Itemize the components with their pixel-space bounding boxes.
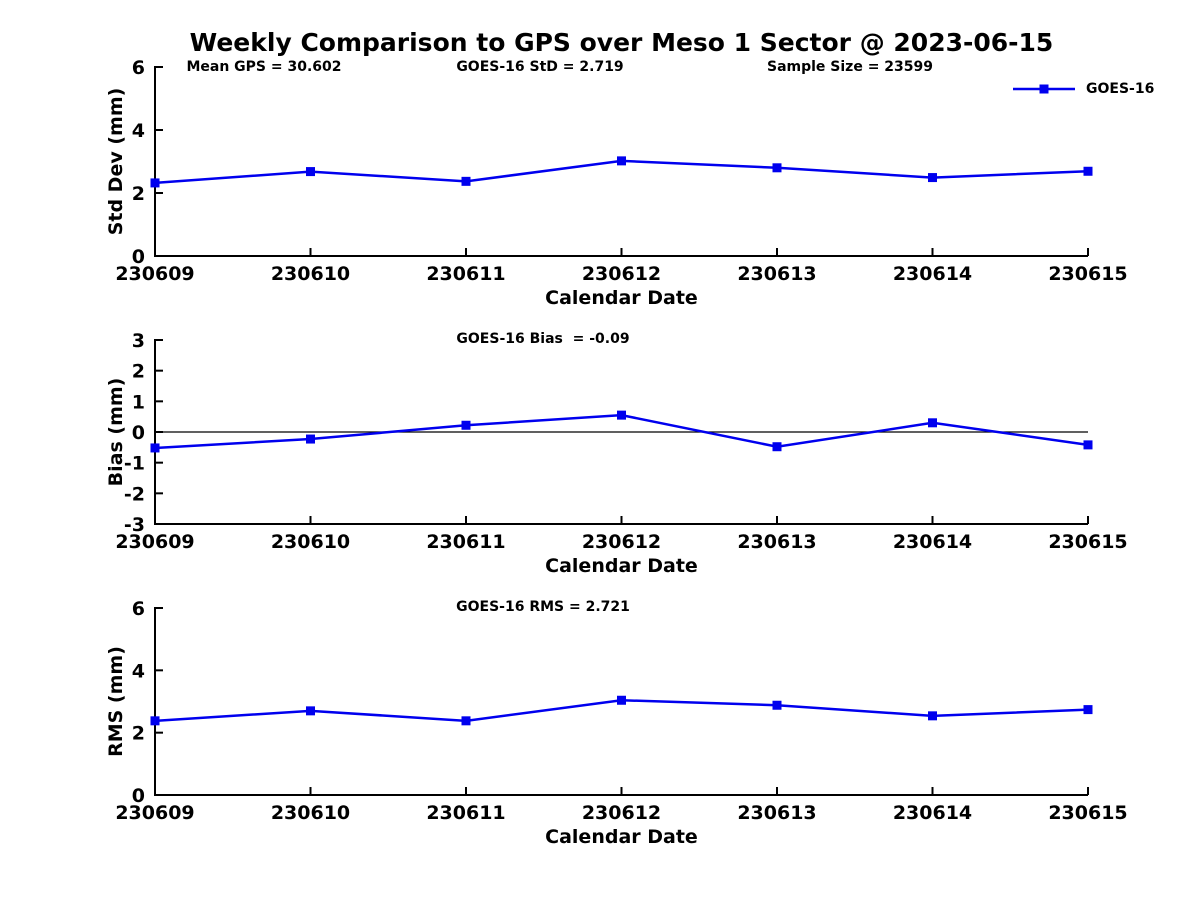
data-point-marker (617, 410, 626, 420)
x-tick-label: 230609 (115, 802, 194, 824)
x-tick-label: 230610 (271, 531, 350, 553)
x-tick-label: 230614 (893, 802, 972, 824)
data-point-marker (306, 434, 315, 444)
x-tick-label: 230611 (426, 263, 505, 285)
y-tick-label: 0 (132, 785, 145, 807)
x-axis-label: Calendar Date (545, 287, 698, 309)
x-tick-label: 230613 (737, 802, 816, 824)
x-tick-label: 230611 (426, 531, 505, 553)
chart-subtitle: GOES-16 Bias = -0.09 (456, 331, 629, 347)
x-tick-label: 230613 (737, 531, 816, 553)
x-axis-label: Calendar Date (545, 555, 698, 577)
x-tick-label: 230611 (426, 802, 505, 824)
x-tick-label: 230613 (737, 263, 816, 285)
data-point-marker (928, 711, 937, 721)
data-point-marker (306, 706, 315, 716)
y-tick-label: 1 (132, 391, 145, 413)
data-point-marker (150, 716, 160, 726)
y-tick-label: 2 (132, 183, 145, 205)
x-tick-label: 230614 (893, 263, 972, 285)
y-tick-label: -3 (124, 514, 145, 536)
data-point-marker (617, 695, 626, 705)
annotation-mean-gps: Mean GPS = 30.602 (186, 59, 342, 75)
y-axis-label: Std Dev (mm) (105, 88, 127, 236)
x-tick-label: 230612 (582, 263, 661, 285)
data-point-marker (461, 420, 471, 430)
data-point-marker (772, 163, 782, 173)
y-tick-label: 0 (132, 422, 145, 444)
x-tick-label: 230615 (1048, 802, 1127, 824)
data-point-marker (306, 167, 315, 177)
x-tick-label: 230610 (271, 802, 350, 824)
y-tick-label: 6 (132, 598, 145, 620)
chart-subtitle: GOES-16 RMS = 2.721 (456, 599, 630, 615)
data-point-marker (928, 173, 937, 183)
data-point-marker (772, 442, 782, 452)
y-tick-label: 4 (132, 660, 145, 682)
annotation-sample-size: Sample Size = 23599 (766, 59, 934, 75)
page-title: Weekly Comparison to GPS over Meso 1 Sec… (189, 28, 1054, 57)
x-tick-label: 230612 (582, 802, 661, 824)
y-tick-label: 0 (132, 246, 145, 268)
annotation-goes-std: GOES-16 StD = 2.719 (456, 59, 624, 75)
y-tick-label: 2 (132, 723, 145, 745)
data-point-marker (461, 176, 471, 186)
data-point-marker (772, 700, 782, 710)
legend-label: GOES-16 (1086, 81, 1155, 97)
data-point-marker (928, 418, 937, 428)
y-tick-label: 4 (132, 120, 145, 142)
data-point-marker (461, 716, 471, 726)
data-point-marker (1083, 440, 1093, 450)
x-tick-label: 230615 (1048, 263, 1127, 285)
y-tick-label: 2 (132, 361, 145, 383)
y-axis-label: RMS (mm) (105, 646, 127, 757)
data-point-marker (617, 156, 626, 166)
y-axis-label: Bias (mm) (105, 378, 127, 487)
x-axis-label: Calendar Date (545, 826, 698, 848)
data-point-marker (1083, 166, 1093, 176)
x-tick-label: 230615 (1048, 531, 1127, 553)
y-tick-label: 6 (132, 57, 145, 79)
x-tick-label: 230614 (893, 531, 972, 553)
legend-line-icon (1013, 84, 1075, 94)
legend: GOES-16 (1012, 80, 1154, 98)
data-point-marker (1083, 705, 1093, 715)
x-tick-label: 230609 (115, 531, 194, 553)
y-tick-label: -1 (124, 453, 145, 475)
data-point-marker (150, 178, 160, 188)
x-tick-label: 230610 (271, 263, 350, 285)
y-tick-label: 3 (132, 330, 145, 352)
data-point-marker (150, 443, 160, 453)
x-tick-label: 230612 (582, 531, 661, 553)
y-tick-label: -2 (124, 483, 145, 505)
x-tick-label: 230609 (115, 263, 194, 285)
